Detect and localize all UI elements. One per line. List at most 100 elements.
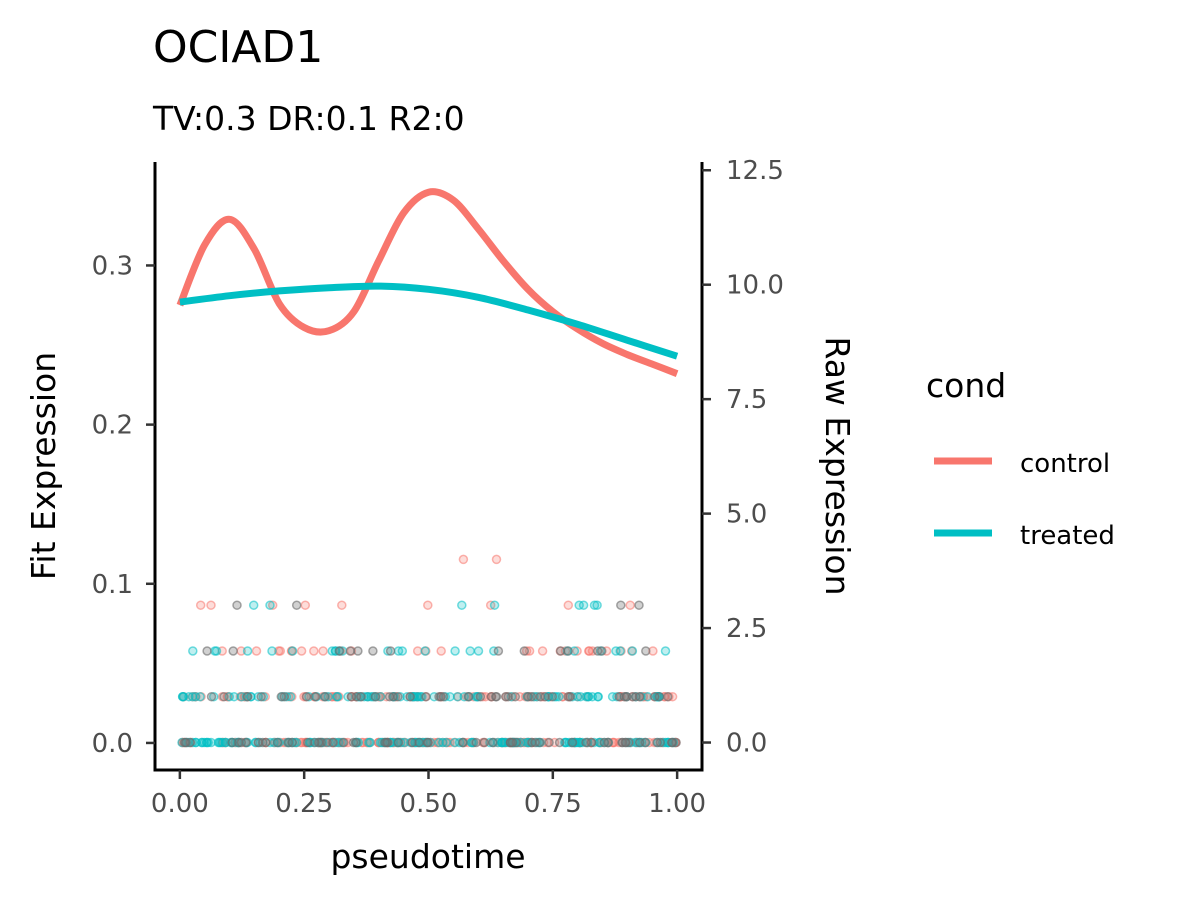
raw-point-treated [581, 691, 591, 702]
raw-point-overlap [652, 737, 662, 748]
raw-point-control [537, 646, 548, 656]
raw-point-treated [197, 737, 207, 748]
raw-point-treated [496, 737, 507, 748]
y2-tick-label: 5.0 [726, 500, 767, 530]
raw-point-treated [253, 691, 264, 702]
raw-point-overlap [279, 691, 290, 702]
raw-point-overlap [421, 691, 431, 702]
raw-point-overlap [567, 737, 578, 748]
raw-point-overlap [346, 691, 357, 702]
y-ticks: 0.0 0.1 0.2 0.3 [92, 251, 155, 759]
raw-point-overlap [555, 646, 566, 656]
raw-point-overlap [356, 691, 366, 702]
raw-point-control [318, 646, 328, 656]
raw-point-treated [332, 691, 343, 702]
raw-point-treated [187, 691, 198, 702]
raw-point-control [423, 600, 433, 610]
raw-point-overlap [353, 646, 363, 656]
raw-point-overlap [458, 737, 468, 748]
raw-point-overlap [370, 691, 381, 702]
raw-point-overlap [228, 646, 238, 656]
raw-point-treated [489, 600, 500, 610]
raw-point-overlap [368, 646, 378, 656]
raw-point-overlap [554, 737, 565, 748]
raw-point-overlap [634, 600, 644, 610]
raw-point-control [648, 646, 658, 656]
raw-point-control [296, 646, 307, 656]
raw-point-overlap [438, 691, 449, 702]
raw-point-overlap [507, 737, 518, 748]
fit-lines [176, 188, 679, 377]
fit-line-treated [179, 282, 679, 360]
y2-tick-label: 2.5 [726, 614, 767, 644]
axes: 0.00 0.25 0.50 0.75 1.00 0.0 0.1 0.2 0.3 0.0 2.5… [92, 156, 784, 819]
raw-point-control [337, 600, 347, 610]
raw-point-overlap [634, 737, 645, 748]
raw-point-overlap [650, 691, 660, 702]
raw-point-treated [242, 646, 253, 656]
legend-label-treated: treated [1020, 521, 1115, 551]
raw-point-overlap [616, 600, 626, 610]
raw-point-overlap [592, 646, 603, 656]
raw-point-control [572, 646, 582, 656]
y-tick-label: 0.0 [92, 729, 133, 759]
raw-point-treated [473, 646, 484, 656]
raw-point-treated [383, 646, 393, 656]
raw-point-overlap [540, 691, 550, 702]
raw-point-overlap [475, 691, 486, 702]
raw-point-control [251, 646, 262, 656]
raw-point-treated [188, 646, 198, 656]
y2-tick-label: 0.0 [726, 729, 767, 759]
y2-tick-label: 7.5 [726, 385, 767, 415]
raw-point-treated [468, 737, 479, 748]
raw-point-treated [408, 691, 418, 702]
raw-point-control [491, 554, 502, 565]
raw-point-overlap [581, 737, 591, 748]
raw-point-control [273, 646, 284, 656]
raw-point-treated [660, 646, 671, 656]
raw-point-overlap [242, 691, 253, 702]
raw-point-treated [206, 737, 216, 748]
raw-point-overlap [620, 737, 630, 748]
raw-point-overlap [407, 737, 417, 748]
raw-point-control [436, 646, 446, 656]
raw-point-treated [220, 737, 231, 748]
raw-point-treated [593, 691, 603, 702]
raw-point-treated [592, 600, 602, 610]
raw-point-overlap [302, 737, 313, 748]
raw-point-overlap [310, 691, 321, 702]
raw-point-treated [589, 600, 600, 610]
raw-point-overlap [380, 737, 390, 748]
x-tick-label: 0.25 [275, 789, 333, 819]
x-axis-title: pseudotime [330, 837, 525, 876]
raw-point-overlap [393, 737, 404, 748]
raw-point-overlap [334, 646, 345, 656]
raw-point-treated [287, 646, 298, 656]
raw-point-overlap [547, 691, 558, 702]
raw-point-overlap [236, 737, 247, 748]
raw-point-treated [611, 646, 621, 656]
raw-point-overlap [414, 737, 424, 748]
raw-point-overlap [422, 737, 433, 748]
raw-point-overlap [219, 691, 229, 702]
x-tick-label: 0.50 [400, 789, 458, 819]
raw-point-overlap [655, 737, 665, 748]
raw-point-treated [465, 646, 475, 656]
raw-point-overlap [662, 691, 673, 702]
raw-point-control [584, 646, 594, 656]
raw-point-overlap [291, 600, 302, 610]
raw-point-overlap [666, 737, 677, 748]
raw-point-treated [229, 691, 239, 702]
raw-point-treated [248, 600, 259, 610]
raw-point-control [206, 600, 216, 610]
raw-point-treated [607, 691, 618, 702]
raw-point-control [458, 554, 469, 565]
raw-point-overlap [206, 691, 217, 702]
raw-point-treated [554, 691, 564, 702]
raw-point-overlap [634, 691, 645, 702]
fit-line-control [176, 188, 679, 377]
raw-point-treated [472, 691, 483, 702]
raw-point-overlap [328, 737, 338, 748]
raw-point-overlap [256, 691, 266, 702]
